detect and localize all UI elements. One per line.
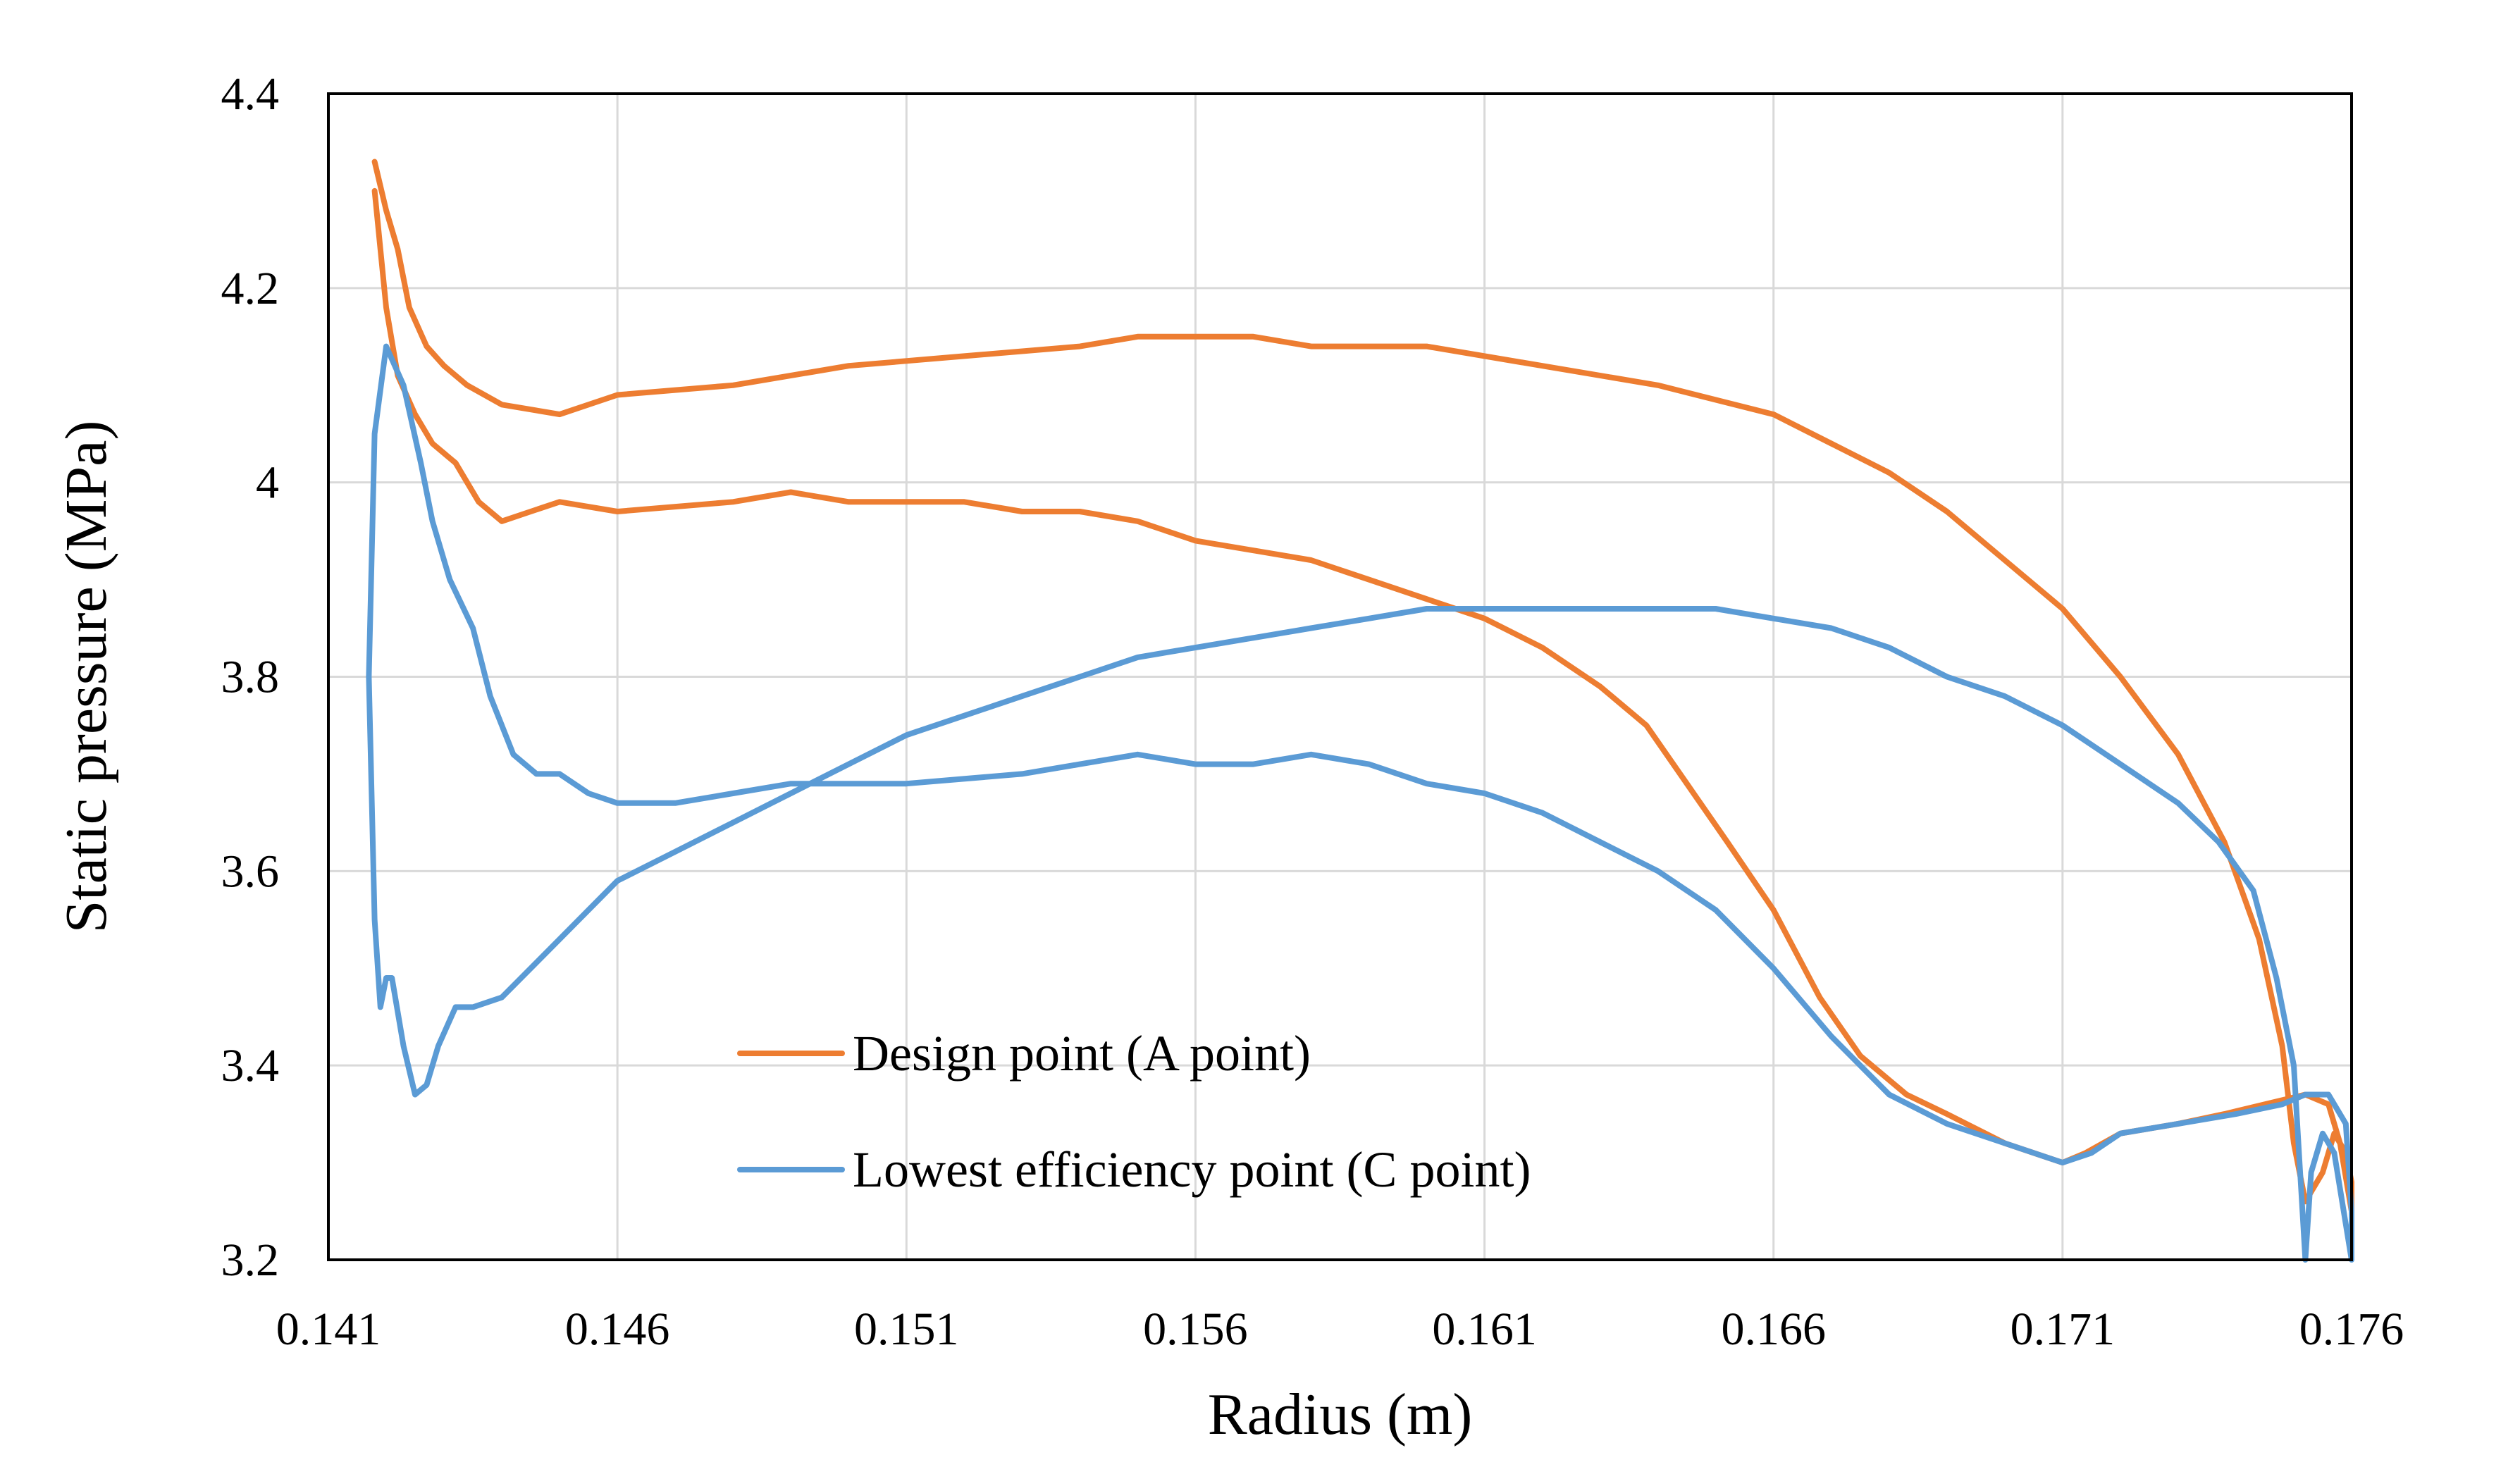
legend: Design point (A point) Lowest efficiency…: [737, 1025, 1531, 1198]
x-tick-label: 0.146: [565, 1303, 670, 1355]
y-tick-label: 3.4: [221, 1040, 280, 1091]
plot-area-frame: [327, 92, 2353, 1261]
x-tick-label: 0.161: [1432, 1303, 1537, 1355]
legend-label-design-point: Design point (A point): [853, 1025, 1311, 1082]
y-tick-label: 4: [256, 457, 279, 509]
x-tick-label: 0.166: [1721, 1303, 1826, 1355]
y-tick-label: 3.2: [221, 1234, 280, 1286]
y-tick-label: 4.2: [221, 263, 280, 314]
x-tick-label: 0.156: [1143, 1303, 1248, 1355]
y-axis-ticks: 3.2 3.4 3.6 3.8 4 4.2 4.4: [221, 68, 280, 1286]
x-tick-label: 0.151: [854, 1303, 959, 1355]
y-axis-title: Static pressure (MPa): [54, 421, 119, 934]
x-axis-ticks: 0.141 0.146 0.151 0.156 0.161 0.166 0.171 0.176: [276, 1303, 2404, 1355]
series-lines: [366, 159, 2354, 1263]
y-tick-label: 4.4: [221, 68, 280, 120]
series-line-design-point: [371, 159, 2354, 1214]
x-tick-label: 0.171: [2011, 1303, 2116, 1355]
x-tick-label: 0.141: [276, 1303, 381, 1355]
gridlines: [327, 92, 2353, 1261]
y-tick-label: 3.8: [221, 652, 280, 703]
y-tick-label: 3.6: [221, 846, 280, 897]
x-tick-label: 0.176: [2299, 1303, 2404, 1355]
legend-label-lowest-efficiency-point: Lowest efficiency point (C point): [853, 1141, 1531, 1198]
x-axis-title: Radius (m): [1208, 1382, 1473, 1447]
